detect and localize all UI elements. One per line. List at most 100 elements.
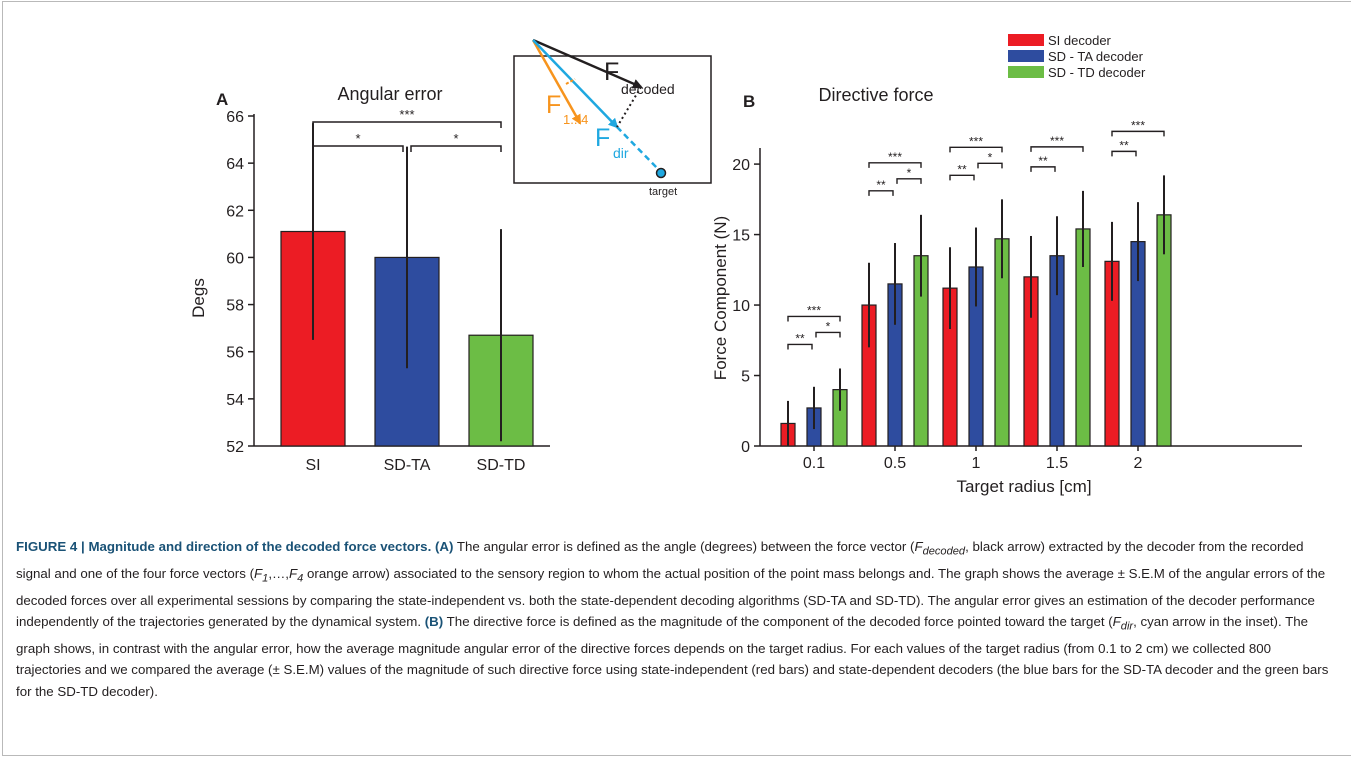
panel-a-significance: **** * — [312, 107, 502, 152]
legend-swatch-si — [1008, 34, 1044, 46]
panel-a-ylabel: Degs — [189, 278, 208, 318]
y-tick-label: 64 — [226, 156, 244, 173]
legend-label-sd-ta: SD - TA decoder — [1048, 49, 1144, 64]
caption-ellipsis: ,…, — [268, 565, 289, 581]
y-tick-label: 66 — [226, 109, 244, 126]
significance-label: * — [907, 166, 912, 180]
orange-tick — [565, 78, 576, 85]
significance-bracket — [815, 331, 841, 338]
directive-force-extension — [616, 126, 660, 171]
panel-b-bars — [780, 175, 1172, 447]
x-tick-label: 0.5 — [884, 455, 906, 472]
caption-text-a3: orange arrow) associated to the sensory … — [16, 565, 1326, 630]
f-dir-label: F — [595, 124, 610, 152]
caption-b-label: (B) — [424, 614, 444, 630]
caption-sub-1: 1 — [262, 572, 269, 585]
significance-label: * — [453, 131, 458, 146]
significance-bracket — [1111, 130, 1165, 137]
significance-bracket — [949, 146, 1003, 153]
significance-label: *** — [1050, 134, 1064, 148]
panel-b-x-tick-labels: 0.1 0.5 1 1.5 2 — [803, 446, 1143, 472]
significance-bracket — [1111, 150, 1137, 157]
caption-var-f4: F — [289, 565, 298, 581]
f-14-label: F — [546, 91, 561, 119]
force-vector-inset: F decoded F 1...4 F dir target — [513, 38, 712, 198]
caption-title: Magnitude and direction of the decoded f… — [88, 539, 432, 554]
y-tick-label: 20 — [732, 157, 750, 174]
x-tick-label: SD-TD — [477, 457, 526, 474]
y-tick-label: 15 — [732, 228, 750, 245]
significance-label: ** — [1119, 138, 1129, 152]
f-dir-subscript: dir — [613, 145, 629, 161]
f-decoded-subscript: decoded — [621, 81, 675, 97]
x-tick-label: 1 — [972, 455, 981, 472]
panel-a-y-axis: 52 54 56 58 60 62 64 66 — [226, 109, 550, 456]
panel-a-x-tick-labels: SI SD-TA SD-TD — [305, 457, 525, 474]
significance-label: *** — [888, 150, 902, 164]
caption-a-label: (A) — [434, 539, 454, 554]
legend-label-si: SI decoder — [1048, 33, 1112, 48]
target-marker — [655, 167, 667, 179]
y-tick-label: 10 — [732, 298, 750, 315]
significance-bracket — [410, 145, 502, 152]
legend-swatch-sd-ta — [1008, 50, 1044, 62]
y-tick-label: 56 — [226, 345, 244, 362]
target-label: target — [649, 186, 677, 198]
x-tick-label: 2 — [1134, 455, 1143, 472]
y-tick-label: 5 — [741, 369, 750, 386]
caption-var-fdir: F — [1112, 614, 1121, 630]
significance-label: ** — [1038, 154, 1048, 168]
x-tick-label: SD-TA — [384, 457, 431, 474]
significance-label: ** — [957, 162, 967, 176]
significance-bracket — [949, 174, 975, 181]
f-14-subscript: 1...4 — [563, 112, 588, 127]
significance-label: * — [988, 150, 993, 164]
significance-label: *** — [969, 134, 983, 148]
significance-label: *** — [1131, 118, 1145, 132]
significance-bracket — [868, 190, 894, 196]
significance-label: *** — [807, 303, 821, 317]
legend-swatch-sd-td — [1008, 66, 1044, 78]
caption-figure-label: FIGURE 4 | — [16, 539, 85, 554]
panel-a-title: Angular error — [337, 84, 442, 104]
significance-label: * — [355, 131, 360, 146]
y-tick-label: 54 — [226, 392, 244, 409]
y-tick-label: 62 — [226, 203, 244, 220]
panel-b-ylabel: Force Component (N) — [711, 216, 730, 380]
significance-bracket — [787, 343, 813, 350]
f-decoded-label: F — [604, 58, 619, 86]
caption-sub-decoded: decoded — [922, 545, 966, 558]
caption-sub-dir: dir — [1120, 620, 1134, 633]
panel-a-bars — [280, 123, 534, 447]
significance-label: ** — [876, 178, 886, 192]
significance-label: * — [826, 319, 831, 333]
significance-bracket — [312, 121, 502, 128]
y-tick-label: 52 — [226, 439, 244, 456]
x-tick-label: SI — [305, 457, 320, 474]
panel-b-title: Directive force — [818, 85, 933, 105]
figure-caption: FIGURE 4 | Magnitude and direction of th… — [16, 536, 1338, 702]
sensory-force-arrow — [531, 39, 582, 125]
significance-bracket — [868, 162, 922, 168]
legend-label-sd-td: SD - TD decoder — [1048, 65, 1146, 80]
panel-b-significance: **************************** — [787, 118, 1165, 350]
caption-var-f: F — [914, 539, 923, 554]
y-tick-label: 58 — [226, 298, 244, 315]
caption-sub-4: 4 — [297, 572, 304, 585]
caption-var-f1: F — [254, 565, 263, 581]
x-tick-label: 1.5 — [1046, 455, 1068, 472]
significance-bracket — [977, 162, 1003, 169]
panel-b-xlabel: Target radius [cm] — [956, 477, 1091, 496]
significance-bracket — [896, 178, 922, 184]
y-tick-label: 60 — [226, 250, 244, 267]
decoded-force-arrow — [532, 38, 643, 89]
significance-label: *** — [399, 107, 414, 122]
significance-bracket — [1030, 146, 1084, 152]
caption-text-b1: The directive force is defined as the ma… — [443, 614, 1113, 630]
legend: SI decoder SD - TA decoder SD - TD decod… — [1008, 33, 1146, 80]
panel-b-label: B — [743, 92, 755, 111]
caption-text-a2: , black arrow) extracted by the decoder … — [16, 539, 1304, 581]
caption-text-a1: The angular error is defined as the angl… — [456, 539, 915, 554]
